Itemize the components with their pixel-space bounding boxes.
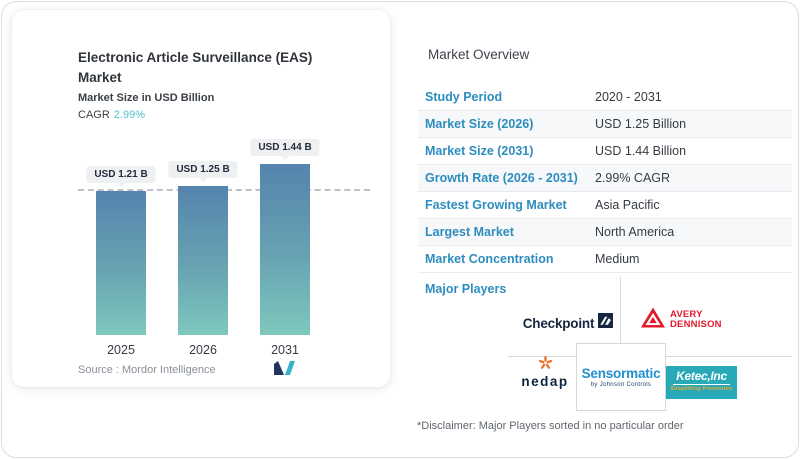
checkpoint-logo-text: Checkpoint xyxy=(522,315,595,331)
row-value: Asia Pacific xyxy=(595,198,660,212)
table-row: Market Size (2026) USD 1.25 Billion xyxy=(418,111,792,138)
source-caption: Source : Mordor Intelligence xyxy=(78,364,216,376)
ketec-logo-text: Ketec,Inc xyxy=(676,369,727,383)
nedap-logo: nedap xyxy=(512,355,578,389)
bar-chart: USD 1.21 B 2025 USD 1.25 B 2026 USD 1.44 B 20… xyxy=(12,10,390,387)
table-row: Largest Market North America xyxy=(418,219,792,246)
bar-value-label: USD 1.25 B xyxy=(168,161,238,178)
row-value: USD 1.25 Billion xyxy=(595,117,687,131)
table-row: Growth Rate (2026 - 2031) 2.99% CAGR xyxy=(418,165,792,192)
sensormatic-logo-text: Sensormatic xyxy=(581,366,661,381)
major-players-label: Major Players xyxy=(425,282,507,296)
row-label: Study Period xyxy=(425,90,503,104)
avery-line2: DENNISON xyxy=(670,319,722,330)
bar-value-label: USD 1.44 B xyxy=(250,139,320,156)
chart-subtitle: Market Size in USD Billion xyxy=(78,92,215,104)
x-axis-year-label: 2026 xyxy=(189,343,217,357)
row-label: Market Concentration xyxy=(425,252,554,266)
row-value: USD 1.44 Billion xyxy=(595,144,687,158)
row-value: North America xyxy=(595,225,675,239)
market-size-chart-card: Electronic Article Surveillance (EAS) Ma… xyxy=(12,10,390,387)
chart-title: Electronic Article Surveillance (EAS) Ma… xyxy=(78,50,313,85)
row-label: Fastest Growing Market xyxy=(425,198,567,212)
market-size-bar xyxy=(260,164,310,335)
avery-dennison-triangle-icon xyxy=(640,306,666,334)
row-value: Medium xyxy=(595,252,640,266)
disclaimer-text: *Disclaimer: Major Players sorted in no … xyxy=(417,420,684,432)
table-row: Study Period 2020 - 2031 xyxy=(418,84,792,111)
table-row: Market Concentration Medium xyxy=(418,246,792,273)
nedap-star-icon xyxy=(538,355,553,374)
sensormatic-logo-subtext: by Johnson Controls xyxy=(590,382,652,388)
x-axis-year-label: 2025 xyxy=(107,343,135,357)
table-row: Market Size (2031) USD 1.44 Billion xyxy=(418,138,792,165)
row-label: Growth Rate (2026 - 2031) xyxy=(425,171,578,185)
row-value: 2.99% CAGR xyxy=(595,171,671,185)
bar-value-label: USD 1.21 B xyxy=(86,166,156,183)
row-label: Largest Market xyxy=(425,225,514,239)
x-axis-year-label: 2031 xyxy=(271,343,299,357)
players-vertical-divider xyxy=(620,277,621,356)
avery-dennison-logo-text: AVERY DENNISON xyxy=(670,310,722,330)
market-size-bar xyxy=(96,191,146,335)
sensormatic-logo: Sensormatic by Johnson Controls xyxy=(576,343,666,411)
market-size-bar xyxy=(178,186,228,335)
checkpoint-logo-icon xyxy=(598,313,614,333)
cagr-line: CAGR 2.99% xyxy=(78,109,145,121)
nedap-logo-text: nedap xyxy=(521,374,569,389)
avery-line1: AVERY xyxy=(670,309,703,320)
overview-table: Study Period 2020 - 2031 Market Size (20… xyxy=(418,84,792,273)
row-label: Market Size (2026) xyxy=(425,117,534,131)
cagr-value: 2.99% xyxy=(113,109,145,121)
ketec-logo-subtext: Shoplifting Prevention xyxy=(670,386,733,392)
table-row: Fastest Growing Market Asia Pacific xyxy=(418,192,792,219)
ketec-logo: Ketec,Inc Shoplifting Prevention xyxy=(666,366,737,399)
checkpoint-logo: Checkpoint xyxy=(518,313,618,333)
row-label: Market Size (2031) xyxy=(425,144,534,158)
avery-dennison-logo: AVERY DENNISON xyxy=(640,306,722,334)
panel-heading: Market Overview xyxy=(428,47,530,62)
ketec-logo-divider xyxy=(673,384,730,385)
cagr-label: CAGR xyxy=(78,109,110,121)
row-value: 2020 - 2031 xyxy=(595,90,662,104)
mordor-intelligence-logo-icon xyxy=(274,361,298,381)
